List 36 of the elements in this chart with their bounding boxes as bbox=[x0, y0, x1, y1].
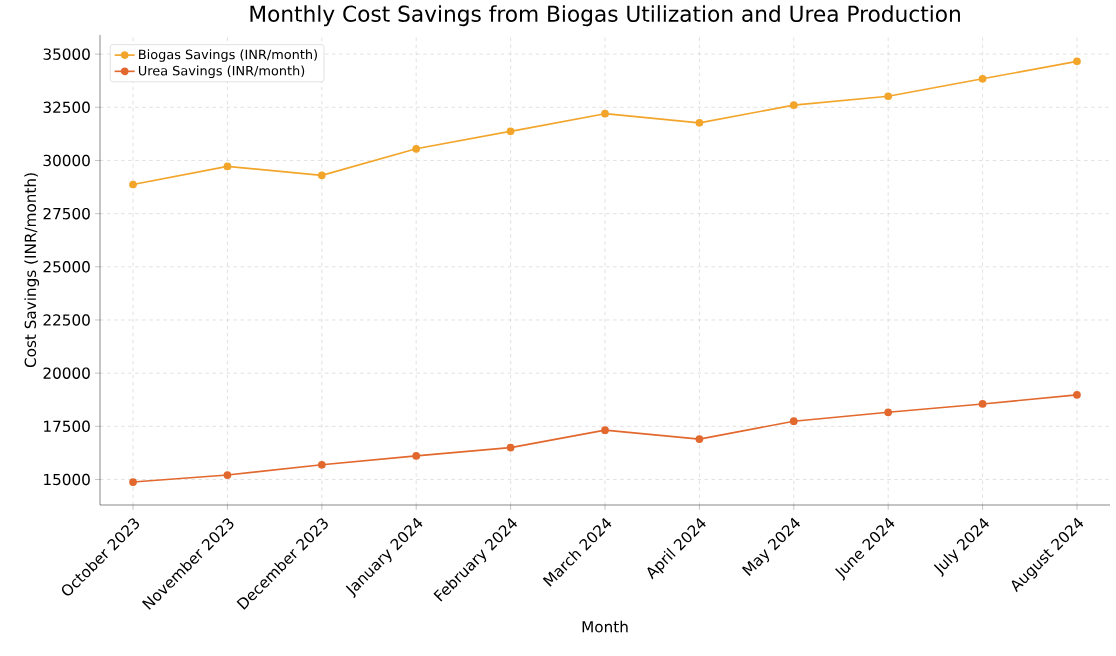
point bbox=[978, 74, 987, 83]
y-tick-label: 17500 bbox=[44, 420, 90, 433]
point bbox=[601, 109, 609, 118]
y-tick-label: 20000 bbox=[43, 367, 90, 379]
point bbox=[223, 162, 232, 171]
point bbox=[129, 478, 137, 486]
point bbox=[412, 452, 421, 460]
point bbox=[978, 400, 987, 408]
y-tick-label: 35000 bbox=[43, 48, 90, 60]
y-tick-label: 15000 bbox=[44, 473, 90, 486]
point bbox=[695, 118, 704, 127]
point bbox=[695, 435, 704, 443]
point bbox=[506, 443, 515, 452]
point bbox=[412, 144, 421, 153]
y-tick-label: 32500 bbox=[43, 101, 90, 114]
point bbox=[317, 460, 326, 469]
point bbox=[317, 171, 326, 180]
point bbox=[1073, 390, 1081, 399]
x-axis-title: Month bbox=[582, 620, 628, 633]
y-tick-label: 30000 bbox=[43, 154, 90, 167]
y-tick-label: 27500 bbox=[43, 207, 90, 220]
point bbox=[884, 408, 893, 417]
point bbox=[129, 180, 137, 189]
point bbox=[506, 127, 515, 136]
y-axis-title: Cost Savings (INR/month) bbox=[24, 173, 40, 368]
point bbox=[1073, 57, 1081, 66]
point bbox=[789, 101, 798, 110]
y-tick-label: 25000 bbox=[43, 261, 90, 273]
chart-title: Monthly Cost Savings from Biogas Utilization and Urea Production bbox=[250, 5, 960, 27]
point bbox=[223, 471, 232, 479]
point bbox=[789, 417, 798, 426]
legend-label: Urea Savings (INR/month) bbox=[138, 65, 305, 79]
point bbox=[884, 92, 893, 101]
point bbox=[601, 426, 609, 435]
legend-label: Biogas Savings (INR/month) bbox=[139, 49, 317, 62]
y-tick-label: 22500 bbox=[43, 314, 90, 326]
